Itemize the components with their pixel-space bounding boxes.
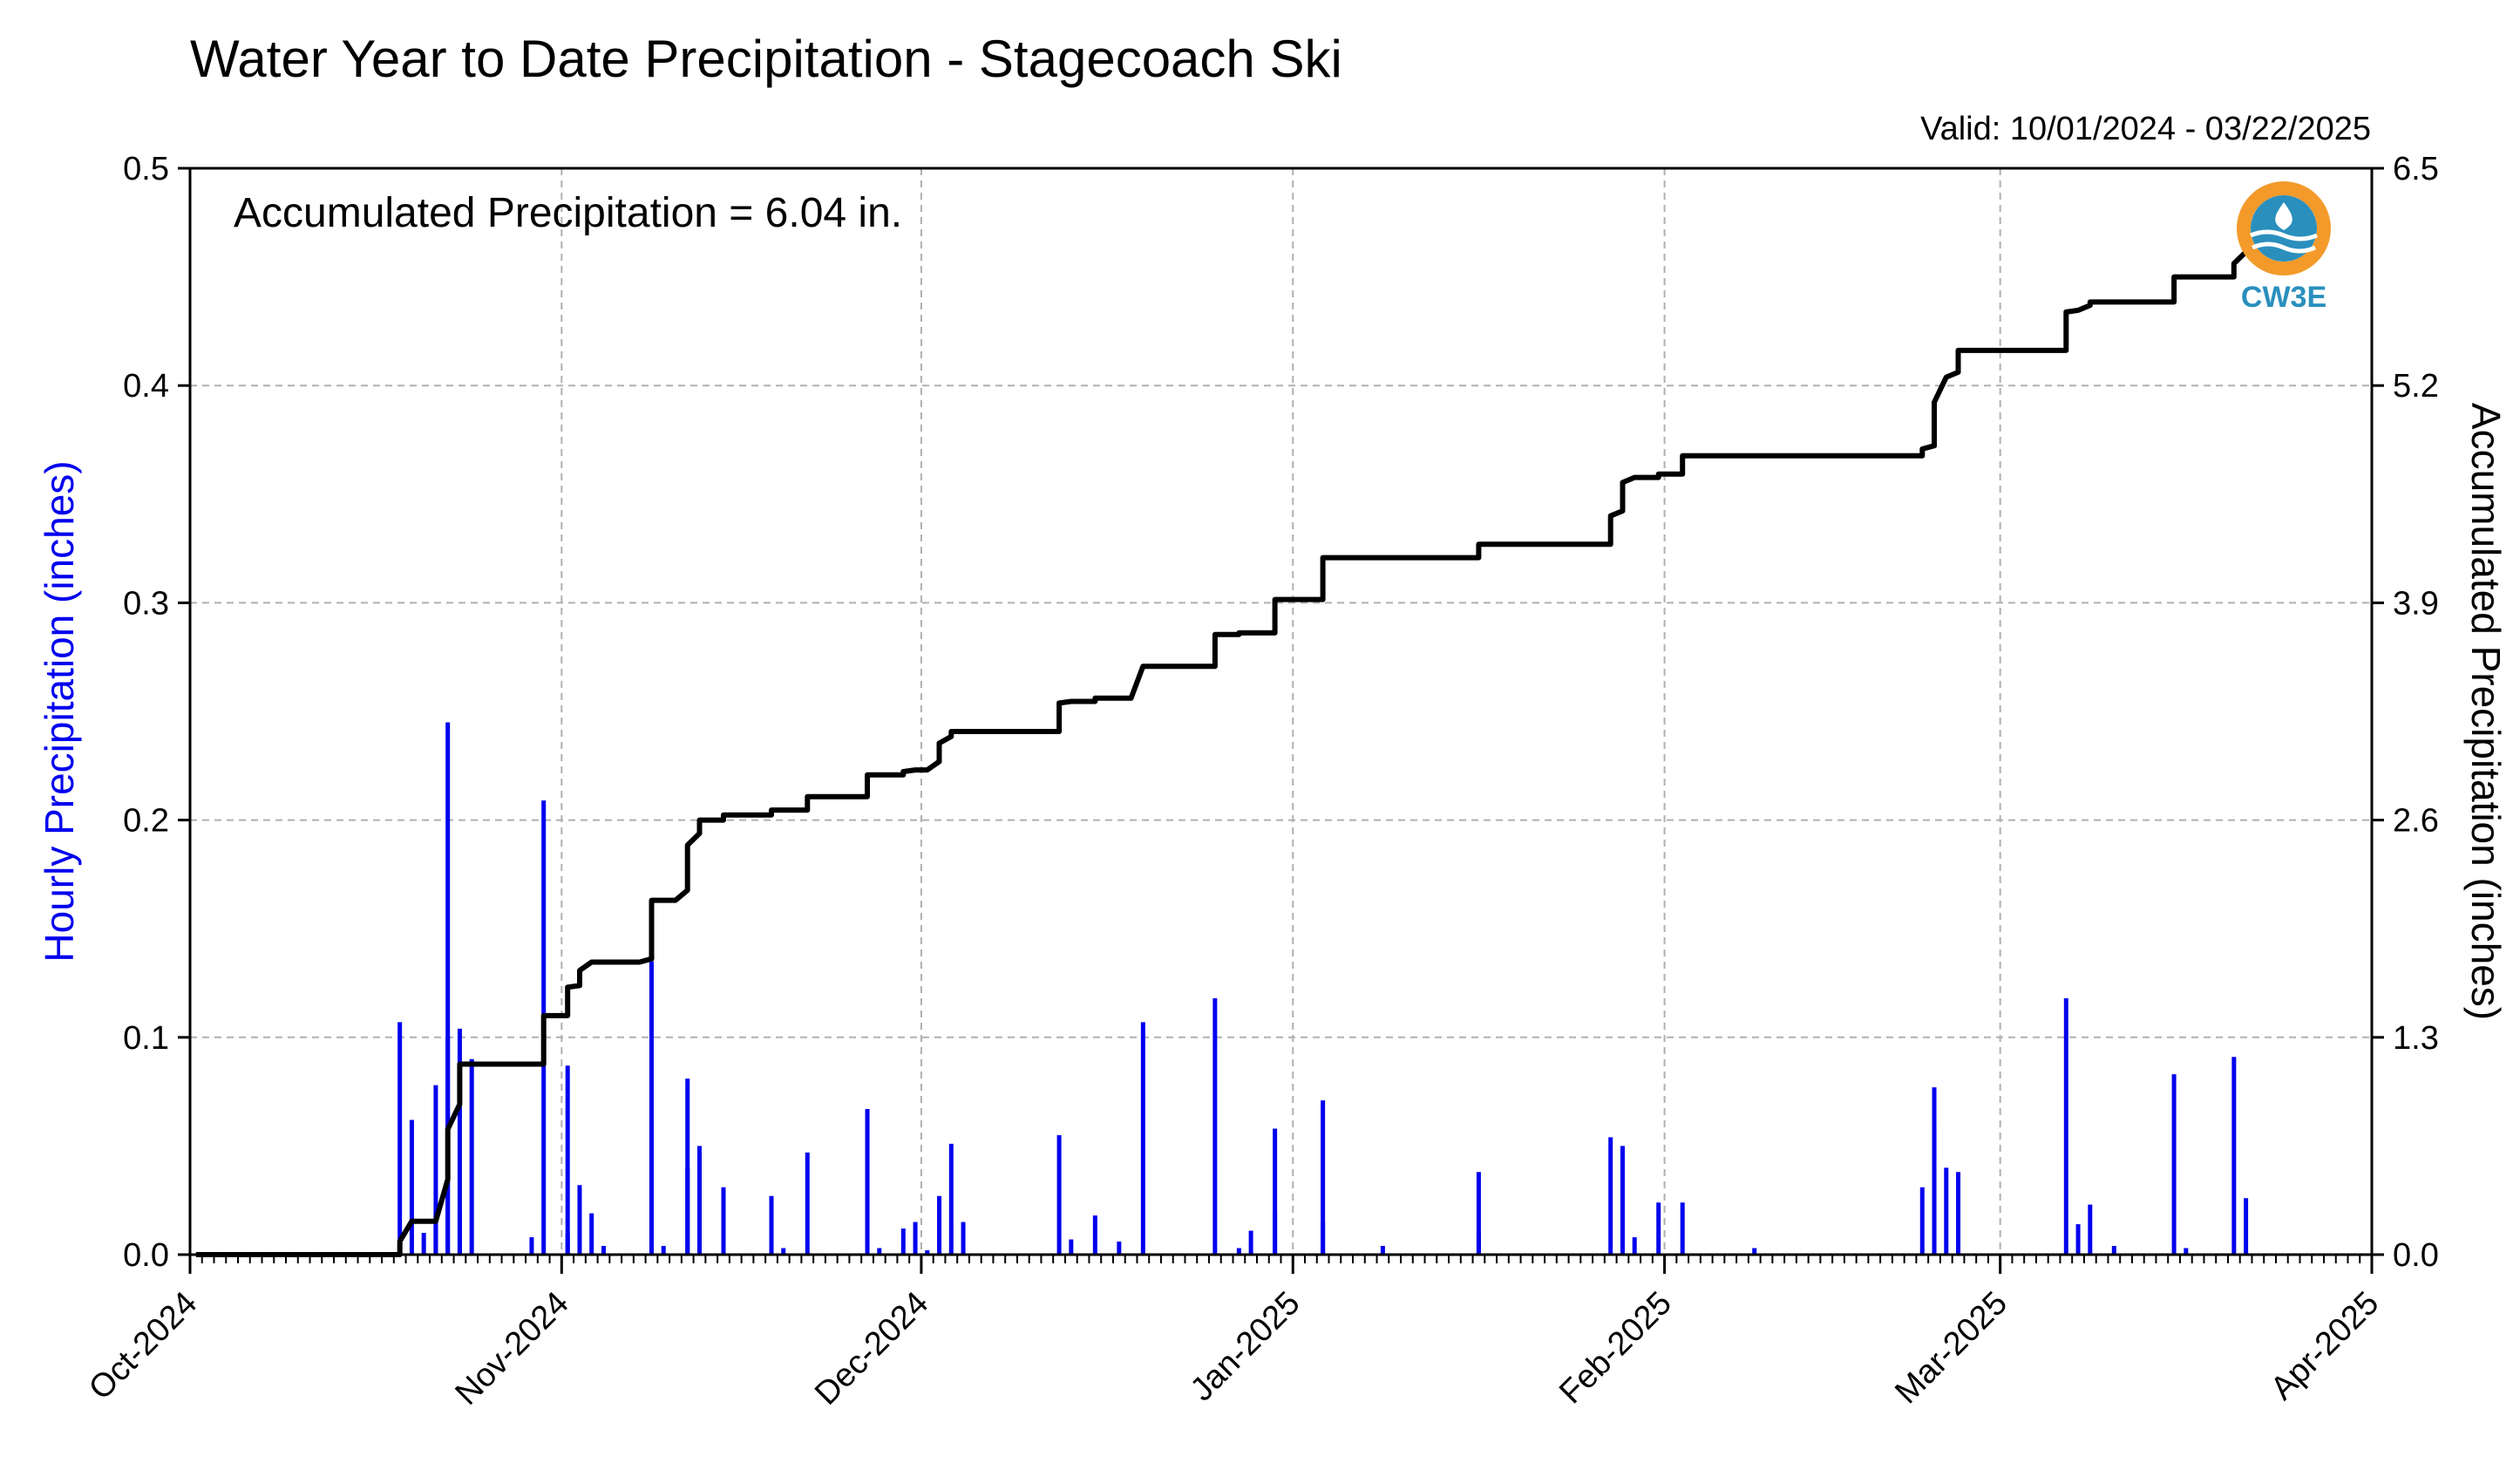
accumulated-annotation: Accumulated Precipitation = 6.04 in. bbox=[234, 190, 902, 236]
right-tick-label: 0.0 bbox=[2393, 1237, 2439, 1274]
logo-drop-icon bbox=[2275, 202, 2292, 230]
left-y-axis-label: Hourly Precipitation (inches) bbox=[37, 460, 82, 962]
valid-date-range: Valid: 10/01/2024 - 03/22/2025 bbox=[1920, 111, 2371, 147]
right-tick-label: 2.6 bbox=[2393, 803, 2439, 840]
right-tick-label: 5.2 bbox=[2393, 368, 2439, 405]
right-y-axis-ticks: 0.0 1.3 2.6 3.9 5.2 6.5 bbox=[2372, 151, 2439, 1274]
accumulated-line bbox=[195, 245, 2249, 1257]
chart-title: Water Year to Date Precipitation - Stage… bbox=[190, 30, 1342, 88]
x-tick-label: Feb-2025 bbox=[1552, 1285, 1679, 1412]
left-tick-label: 0.4 bbox=[123, 368, 169, 405]
gridlines bbox=[190, 168, 2372, 1255]
plot-frame bbox=[188, 167, 2374, 1256]
x-tick-label: Apr-2025 bbox=[2264, 1285, 2386, 1407]
x-tick-label: Dec-2024 bbox=[808, 1285, 935, 1412]
logo-ring-icon bbox=[2237, 181, 2331, 276]
left-y-axis-ticks: 0.0 0.1 0.2 0.3 0.4 0.5 bbox=[123, 151, 190, 1274]
x-tick-label: Mar-2025 bbox=[1888, 1285, 2014, 1412]
left-tick-label: 0.5 bbox=[123, 151, 169, 187]
cw3e-logo: CW3E bbox=[2237, 181, 2331, 314]
right-tick-label: 3.9 bbox=[2393, 585, 2439, 622]
x-tick-label: Jan-2025 bbox=[1184, 1285, 1308, 1409]
left-tick-label: 0.2 bbox=[123, 803, 169, 840]
hourly-bars bbox=[397, 722, 2249, 1255]
left-tick-label: 0.3 bbox=[123, 585, 169, 622]
logo-text: CW3E bbox=[2241, 281, 2326, 314]
x-tick-label: Nov-2024 bbox=[448, 1285, 575, 1412]
x-axis-ticks: Oct-2024 Nov-2024 Dec-2024 Jan-2025 Feb-2025… bbox=[82, 1255, 2386, 1412]
right-tick-label: 6.5 bbox=[2393, 151, 2439, 187]
left-tick-label: 0.1 bbox=[123, 1020, 169, 1057]
right-tick-label: 1.3 bbox=[2393, 1020, 2439, 1057]
right-y-axis-label: Accumulated Precipitation (inches) bbox=[2463, 403, 2509, 1020]
x-tick-label: Oct-2024 bbox=[82, 1285, 204, 1407]
left-tick-label: 0.0 bbox=[123, 1237, 169, 1274]
